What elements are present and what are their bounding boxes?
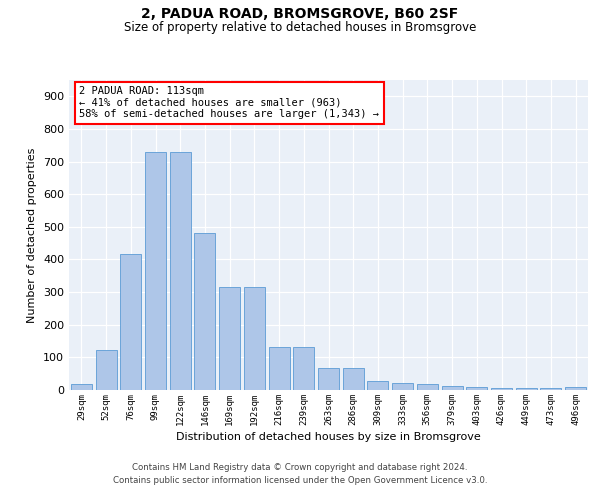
Bar <box>219 287 240 390</box>
Bar <box>145 152 166 390</box>
Bar <box>293 346 314 390</box>
Bar <box>95 350 116 390</box>
Bar <box>269 346 290 390</box>
Bar <box>466 388 487 390</box>
Bar <box>491 388 512 390</box>
Text: Contains public sector information licensed under the Open Government Licence v3: Contains public sector information licen… <box>113 476 487 485</box>
Text: Size of property relative to detached houses in Bromsgrove: Size of property relative to detached ho… <box>124 22 476 35</box>
Bar <box>565 388 586 390</box>
Bar <box>170 152 191 390</box>
Bar <box>194 232 215 390</box>
Y-axis label: Number of detached properties: Number of detached properties <box>28 148 37 322</box>
Bar <box>120 254 141 390</box>
Text: Contains HM Land Registry data © Crown copyright and database right 2024.: Contains HM Land Registry data © Crown c… <box>132 464 468 472</box>
Bar <box>244 287 265 390</box>
Text: Distribution of detached houses by size in Bromsgrove: Distribution of detached houses by size … <box>176 432 481 442</box>
Bar <box>318 368 339 390</box>
Bar <box>367 381 388 390</box>
Text: 2, PADUA ROAD, BROMSGROVE, B60 2SF: 2, PADUA ROAD, BROMSGROVE, B60 2SF <box>142 8 458 22</box>
Bar <box>392 383 413 390</box>
Bar <box>343 368 364 390</box>
Text: 2 PADUA ROAD: 113sqm
← 41% of detached houses are smaller (963)
58% of semi-deta: 2 PADUA ROAD: 113sqm ← 41% of detached h… <box>79 86 379 120</box>
Bar <box>442 386 463 390</box>
Bar <box>541 388 562 390</box>
Bar <box>417 384 438 390</box>
Bar <box>71 384 92 390</box>
Bar <box>516 388 537 390</box>
